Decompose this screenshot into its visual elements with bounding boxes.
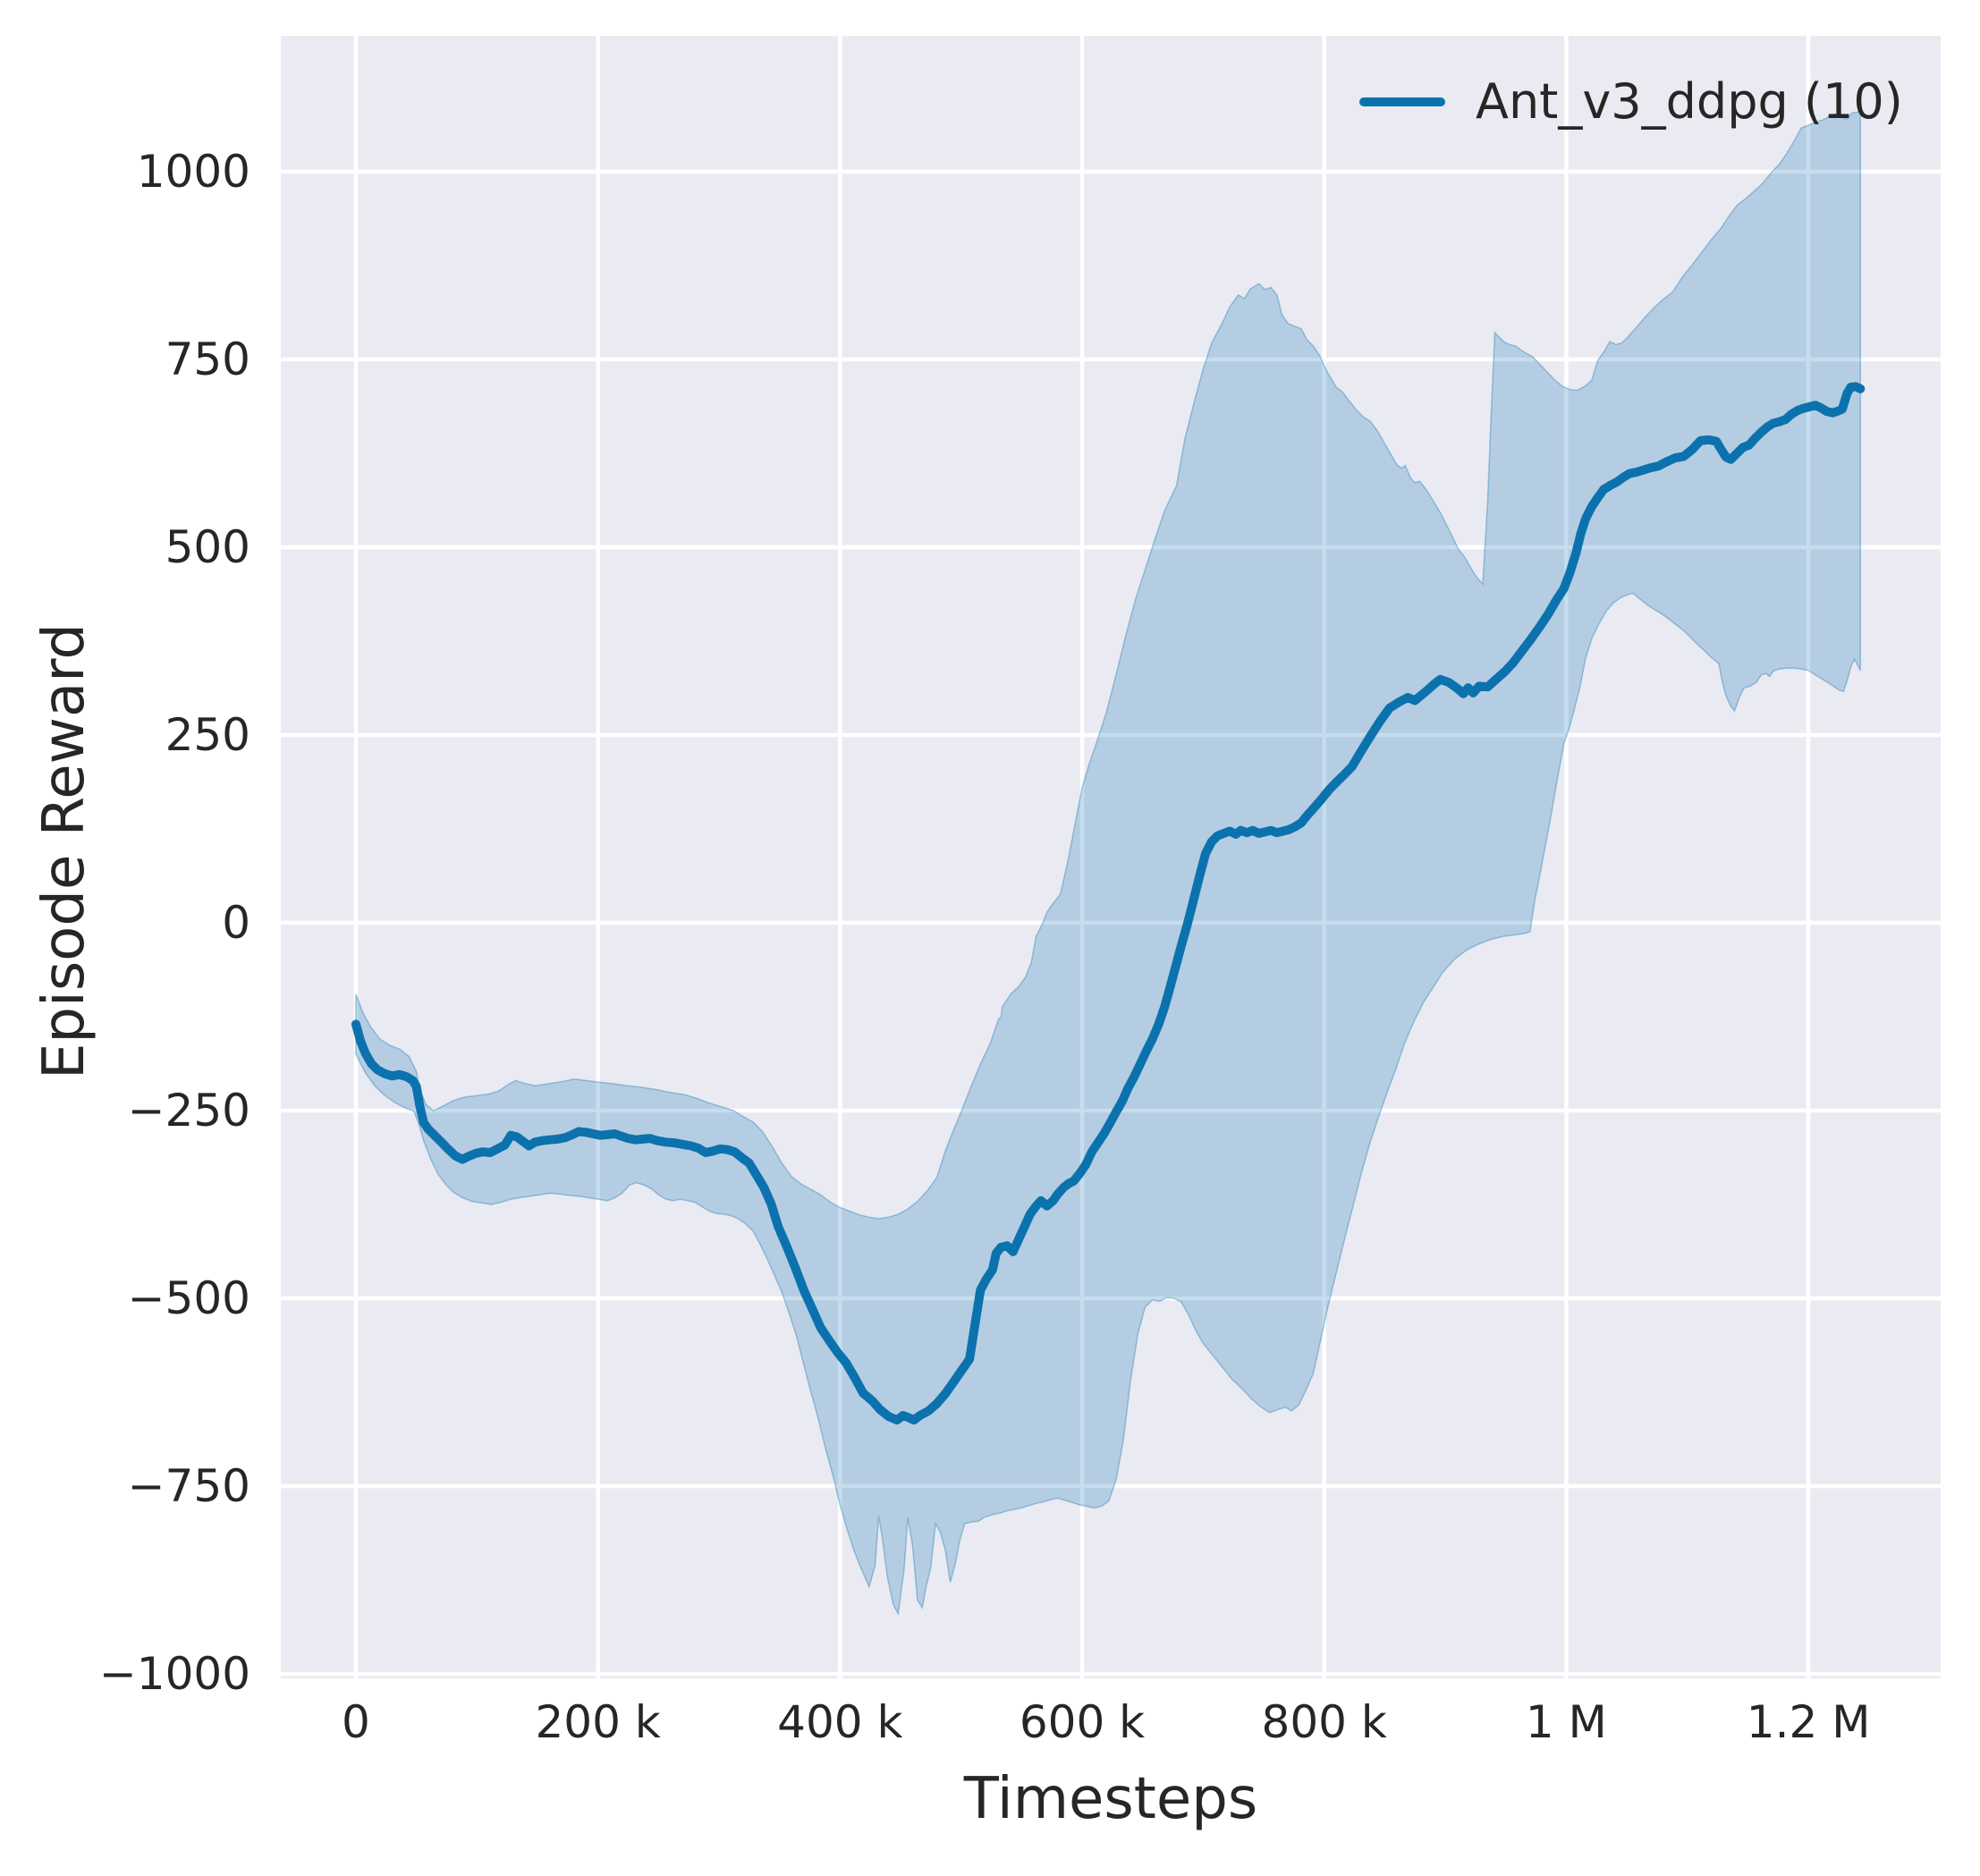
y-tick-label: −1000 [98,1647,250,1700]
legend-line-icon [1359,97,1445,106]
legend-series-label: Ant_v3_ddpg (10) [1476,73,1903,130]
y-tick-label: −250 [127,1084,250,1137]
x-axis-label: Timesteps [963,1766,1258,1832]
x-tick-label: 0 [342,1696,370,1748]
y-tick-label: 250 [165,709,250,761]
y-axis-label: Episode Reward [31,622,97,1080]
y-tick-label: 0 [222,896,250,949]
mean-line [351,382,1866,1425]
x-tick-label: 400 k [777,1696,903,1748]
x-tick-label: 600 k [1019,1696,1146,1748]
y-tick-label: −500 [127,1272,250,1324]
x-tick-label: 800 k [1261,1696,1387,1748]
confidence-band [355,110,1862,1617]
x-tick-label: 1 M [1525,1696,1607,1748]
axes-background [281,36,1941,1678]
y-tick-label: 500 [165,521,250,573]
legend: Ant_v3_ddpg (10) [1359,73,1903,130]
x-tick-label: 1.2 M [1746,1696,1871,1748]
y-tick-label: 1000 [136,146,250,199]
x-tick-label: 200 k [535,1696,661,1748]
y-tick-label: 750 [165,334,250,386]
y-tick-label: −750 [127,1459,250,1512]
